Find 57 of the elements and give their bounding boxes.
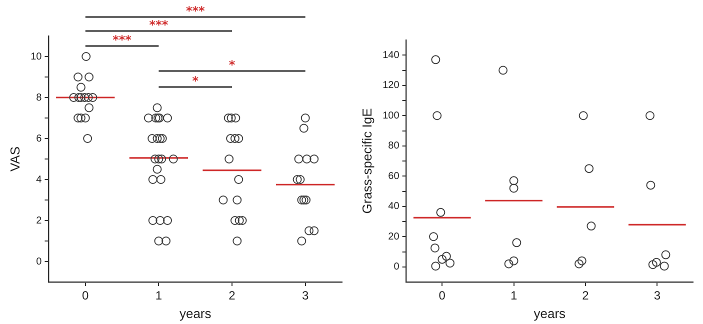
point [498, 66, 508, 75]
x-tick-label: 3 [654, 288, 661, 303]
point [446, 258, 455, 268]
point [509, 256, 518, 266]
x-tick-label: 1 [510, 288, 518, 303]
y-axis-title: Grass-specific IgE [359, 108, 374, 214]
point [438, 254, 447, 264]
point [652, 258, 661, 267]
annotation: * [192, 74, 200, 88]
y-tick-label: 8 [36, 92, 42, 104]
y-tick-label: 120 [382, 80, 400, 92]
text: *** [149, 18, 169, 32]
point [509, 176, 518, 186]
y-axis-title: VAS [7, 146, 22, 172]
point [648, 260, 658, 270]
y-tick-label: 80 [388, 140, 400, 152]
y-tick-label: 140 [382, 50, 400, 61]
y-tick-label: 60 [388, 170, 400, 182]
point [577, 256, 586, 266]
y-tick-label: 2 [36, 215, 42, 226]
y-tick-label: 20 [388, 231, 400, 242]
y-tick-label: 0 [36, 256, 42, 268]
x-axis-title: years [179, 306, 212, 321]
x-tick-label: 3 [302, 288, 309, 303]
point [645, 111, 654, 120]
point [509, 184, 518, 193]
annotation: * [228, 58, 236, 72]
y-tick-label: 4 [36, 174, 42, 186]
x-tick-label: 2 [228, 288, 236, 303]
point [430, 243, 440, 252]
point [584, 164, 594, 174]
text: *** [186, 4, 206, 18]
x-tick-label: 0 [438, 288, 446, 303]
point [574, 259, 584, 268]
point [442, 252, 451, 261]
y-tick-label: 40 [388, 201, 400, 212]
point [586, 222, 596, 231]
x-tick-label: 2 [582, 288, 590, 303]
annotation: *** [112, 33, 132, 47]
point [660, 262, 669, 271]
point [512, 238, 522, 248]
point [646, 180, 656, 190]
y-tick-label: 0 [394, 262, 400, 273]
point [578, 111, 588, 120]
point [432, 111, 442, 120]
y-tick-label: 10 [30, 51, 42, 62]
point [504, 259, 514, 268]
y-tick-label: 100 [382, 110, 400, 122]
point [436, 208, 446, 217]
point [429, 232, 438, 242]
point [431, 262, 440, 271]
x-tick-label: 1 [155, 288, 162, 303]
x-tick-label: 0 [82, 288, 90, 303]
point [661, 250, 670, 260]
point [431, 55, 440, 64]
x-axis-title: years [534, 306, 566, 321]
y-tick-label: 6 [36, 133, 42, 144]
